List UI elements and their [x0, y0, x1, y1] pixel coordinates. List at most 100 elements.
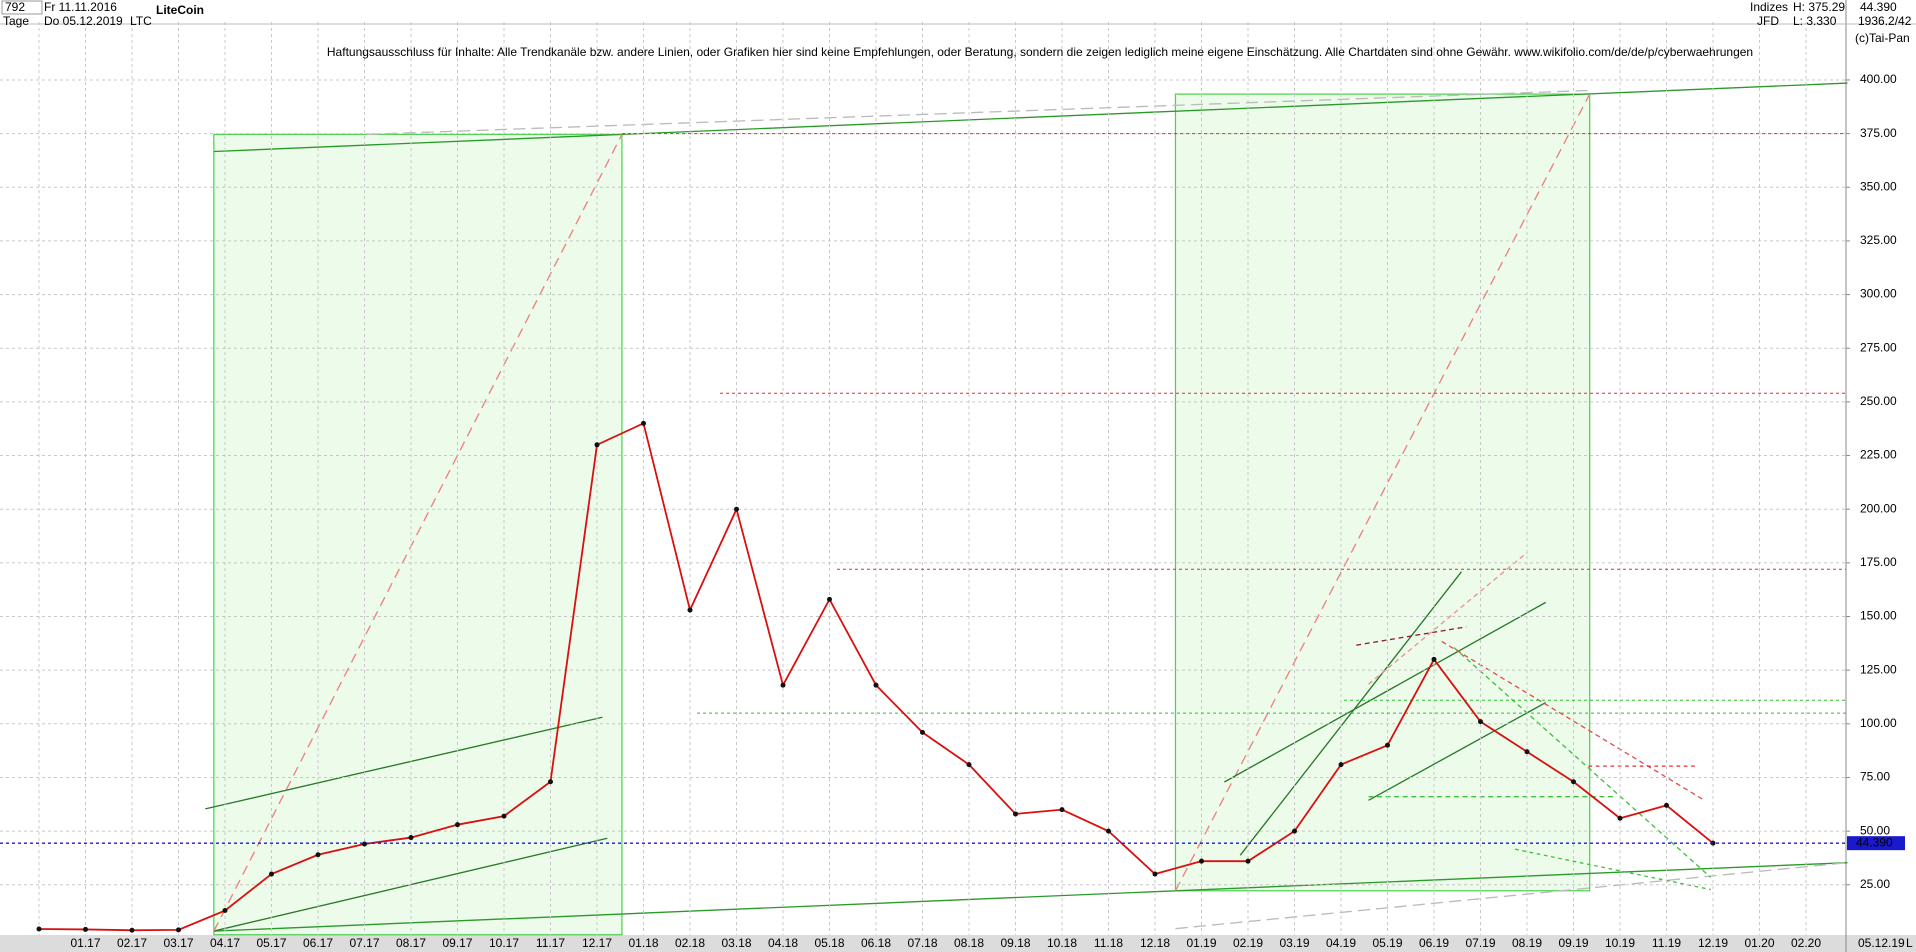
low: L: 3.330: [1793, 14, 1837, 28]
price-point: [966, 762, 972, 768]
x-tick-label: 03.18: [721, 936, 751, 950]
x-tick-label: 10.18: [1047, 936, 1077, 950]
price-point: [734, 506, 739, 512]
x-tick-label: 10.17: [489, 936, 519, 950]
group: Indizes: [1750, 0, 1788, 14]
price-point: [1385, 742, 1390, 748]
price-point: [1664, 802, 1669, 808]
x-tick-label: 02.19: [1233, 936, 1263, 950]
price-point: [1199, 858, 1204, 864]
y-tick-label: 125.00: [1860, 662, 1897, 676]
x-tick-label: 10.19: [1605, 936, 1635, 950]
y-tick-label: 75.00: [1860, 770, 1890, 784]
x-tick-label: 11.19: [1652, 936, 1681, 950]
price-point: [1106, 828, 1111, 834]
x-tick-label: 02.18: [675, 936, 705, 950]
y-tick-label: 100.00: [1860, 716, 1897, 730]
y-tick-label: 350.00: [1860, 179, 1897, 193]
price-point: [1292, 828, 1297, 834]
ratio: 1936.2/42: [1858, 14, 1912, 28]
x-tick-label: 12.19: [1698, 936, 1728, 950]
y-tick-label: 300.00: [1860, 287, 1897, 301]
price-point: [455, 822, 460, 828]
y-tick-label: 275.00: [1860, 340, 1897, 354]
price-point: [1571, 779, 1576, 785]
x-tick-label: 05.17: [256, 936, 286, 950]
count: 792: [5, 0, 25, 14]
price-point: [1245, 858, 1251, 864]
x-tick-label: 09.17: [442, 936, 472, 950]
y-tick-label: 50.00: [1860, 823, 1890, 837]
y-tick-label: 150.00: [1860, 609, 1897, 623]
price-point: [780, 682, 786, 688]
x-tick-label: 08.17: [396, 936, 426, 950]
symbol: LTC: [130, 14, 152, 28]
projection-line: [1175, 861, 1848, 930]
x-tick-label: 03.19: [1279, 936, 1309, 950]
x-tick-label: 01.17: [70, 936, 100, 950]
price-point: [641, 420, 646, 426]
x-tick-label: 08.19: [1512, 936, 1542, 950]
trend-line: [1224, 601, 1547, 783]
trend-line: [1368, 551, 1528, 685]
diagonal: [213, 134, 623, 932]
trend-line: [1453, 647, 1712, 878]
trend-line: [213, 861, 1848, 932]
trend-line: [1356, 626, 1467, 646]
last-price-label: 44.390: [1856, 835, 1893, 849]
x-tick-label: 01.18: [628, 936, 658, 950]
price-point: [1431, 656, 1437, 662]
x-tick-label: 06.18: [861, 936, 891, 950]
price-point: [1478, 719, 1483, 725]
x-tick-label: 03.17: [163, 936, 193, 950]
y-tick-label: 400.00: [1860, 72, 1897, 86]
x-tick-label: 01.19: [1186, 936, 1216, 950]
x-tick-label: 06.19: [1419, 936, 1449, 950]
chart-title: LiteCoin: [156, 3, 204, 17]
x-tick-label: 04.17: [210, 936, 240, 950]
price-point: [408, 835, 414, 841]
price-point: [548, 779, 553, 785]
price-point: [315, 852, 321, 858]
price-point: [501, 813, 507, 819]
y-tick-label: 375.00: [1860, 126, 1897, 140]
diagonal: [1174, 93, 1591, 892]
x-tick-label: 07.18: [907, 936, 937, 950]
price-point: [129, 927, 135, 933]
high: H: 375.29: [1793, 0, 1845, 14]
annotation: Haftungsausschluss für Inhalte: Alle Tre…: [327, 45, 1753, 59]
x-tick-label: 12.17: [582, 936, 612, 950]
scale-mode: L: [1906, 936, 1913, 950]
price-point: [176, 927, 181, 933]
x-tick-label: 05.19: [1372, 936, 1402, 950]
last-price-box: [1847, 836, 1905, 851]
x-tick-label: 09.19: [1558, 936, 1588, 950]
last-price-header: 44.390: [1860, 0, 1897, 14]
price-point: [1059, 807, 1065, 813]
copyright: (c)Tai-Pan: [1855, 31, 1910, 45]
price-point: [222, 908, 228, 914]
x-axis-band: [0, 935, 1916, 952]
drawings: [205, 82, 1848, 936]
y-tick-label: 325.00: [1860, 233, 1897, 247]
y-tick-label: 250.00: [1860, 394, 1897, 408]
price-point: [827, 596, 832, 602]
y-tick-label: 25.00: [1860, 877, 1890, 891]
range-box: [213, 133, 623, 936]
trend-line: [1239, 571, 1462, 856]
start-date: Fr 11.11.2016: [44, 0, 117, 14]
count-box[interactable]: [1, 0, 43, 15]
price-point: [36, 926, 42, 932]
x-tick-label: 11.18: [1094, 936, 1123, 950]
x-tick-label: 05.18: [814, 936, 844, 950]
date-label: 05.12.19: [1858, 936, 1905, 950]
trend-line: [213, 82, 1848, 153]
price-point: [687, 607, 693, 613]
x-tick-label: 01.20: [1744, 936, 1774, 950]
x-tick-label: 06.17: [303, 936, 333, 950]
price-point: [594, 442, 600, 448]
price-point: [1617, 815, 1623, 821]
y-tick-label: 175.00: [1860, 555, 1897, 569]
